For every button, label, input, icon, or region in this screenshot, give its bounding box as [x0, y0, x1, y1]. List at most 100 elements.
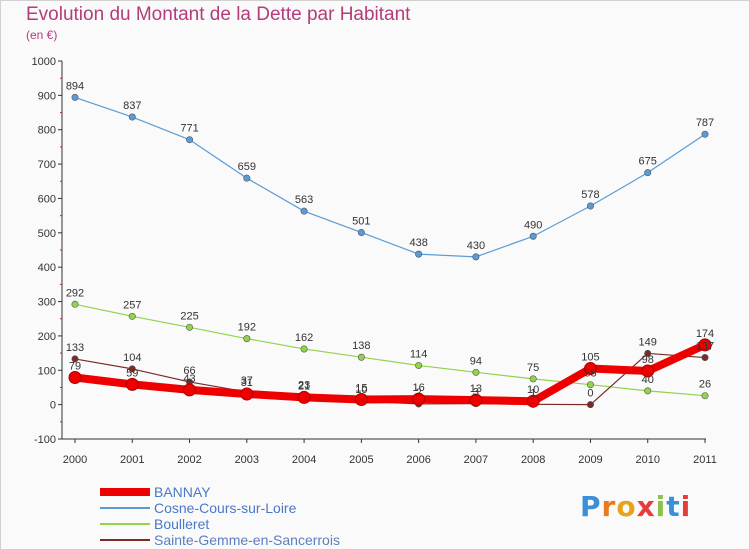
- data-label-boulleret: 94: [470, 355, 482, 367]
- chart-subtitle: (en €): [26, 28, 58, 42]
- data-label-boulleret: 225: [180, 310, 198, 322]
- data-point-bannay: [68, 370, 82, 384]
- data-label-sainte-gemme-en-sancerrois: 133: [66, 342, 84, 354]
- data-point-cosne-cours-sur-loire: [357, 228, 365, 236]
- data-point-bannay: [641, 364, 655, 378]
- y-tick-label: 100: [38, 365, 56, 377]
- data-label-cosne-cours-sur-loire: 675: [639, 156, 657, 168]
- legend-label-sainte-gemme-en-sancerrois: Sainte-Gemme-en-Sancerrois: [154, 532, 340, 548]
- data-label-sainte-gemme-en-sancerrois: 23: [298, 380, 310, 392]
- data-point-sainte-gemme-en-sancerrois: [128, 365, 136, 373]
- data-label-cosne-cours-sur-loire: 787: [696, 117, 714, 129]
- data-point-boulleret: [357, 353, 365, 361]
- data-point-sainte-gemme-en-sancerrois: [644, 349, 652, 357]
- series-line-boulleret: [74, 303, 706, 397]
- data-point-boulleret: [186, 323, 194, 331]
- y-tick-label: 900: [38, 90, 56, 102]
- data-point-bannay: [297, 390, 311, 404]
- data-point-cosne-cours-sur-loire: [701, 130, 709, 138]
- data-point-boulleret: [300, 345, 308, 353]
- series-boulleret: [71, 300, 709, 400]
- y-tick-label: 600: [38, 193, 56, 205]
- series-bannay: [68, 338, 712, 408]
- data-point-boulleret: [71, 300, 79, 308]
- chart-title: Evolution du Montant de la Dette par Hab…: [26, 4, 411, 25]
- x-tick-label: 2003: [235, 454, 259, 466]
- data-point-cosne-cours-sur-loire: [529, 232, 537, 240]
- data-label-cosne-cours-sur-loire: 894: [66, 80, 84, 92]
- x-tick-label: 2005: [349, 454, 373, 466]
- legend-label-bannay: BANNAY: [154, 484, 211, 500]
- data-label-bannay: 16: [413, 382, 425, 394]
- data-point-cosne-cours-sur-loire: [243, 174, 251, 182]
- data-point-boulleret: [472, 368, 480, 376]
- legend-swatch-boulleret: [100, 523, 150, 525]
- data-label-bannay: 21: [298, 380, 310, 392]
- data-point-bannay: [698, 338, 712, 352]
- data-point-bannay: [183, 383, 197, 397]
- data-point-bannay: [354, 392, 368, 406]
- series-line-bannay: [71, 340, 709, 406]
- series-cosne-cours-sur-loire: [71, 93, 709, 261]
- data-label-cosne-cours-sur-loire: 563: [295, 194, 313, 206]
- x-tick-label: 2007: [464, 454, 488, 466]
- proxiti-logo: Proxiti: [580, 490, 692, 523]
- legend-swatch-cosne-cours-sur-loire: [100, 507, 150, 509]
- data-label-sainte-gemme-en-sancerrois: 104: [123, 352, 141, 364]
- data-label-boulleret: 58: [584, 368, 596, 380]
- data-label-boulleret: 162: [295, 332, 313, 344]
- data-label-sainte-gemme-en-sancerrois: 149: [639, 336, 657, 348]
- y-tick-label: 300: [38, 297, 56, 309]
- data-label-bannay: 31: [241, 377, 253, 389]
- y-tick-label: 400: [38, 262, 56, 274]
- x-tick-label: 2008: [521, 454, 545, 466]
- data-point-cosne-cours-sur-loire: [128, 113, 136, 121]
- data-label-boulleret: 40: [642, 374, 654, 386]
- data-label-cosne-cours-sur-loire: 501: [352, 215, 370, 227]
- data-point-cosne-cours-sur-loire: [300, 207, 308, 215]
- legend-label-cosne-cours-sur-loire: Cosne-Cours-sur-Loire: [154, 500, 297, 516]
- data-point-bannay: [412, 392, 426, 406]
- y-tick-label: 700: [38, 159, 56, 171]
- data-label-cosne-cours-sur-loire: 430: [467, 240, 485, 252]
- legend-label-boulleret: Boulleret: [154, 516, 210, 532]
- series-line-cosne-cours-sur-loire: [74, 96, 706, 258]
- data-label-cosne-cours-sur-loire: 438: [409, 237, 427, 249]
- data-label-bannay: 10: [527, 384, 539, 396]
- data-label-sainte-gemme-en-sancerrois: 10: [355, 384, 367, 396]
- data-label-boulleret: 75: [527, 362, 539, 374]
- y-tick-label: 200: [38, 331, 56, 343]
- data-label-cosne-cours-sur-loire: 771: [180, 123, 198, 135]
- x-tick-label: 2006: [406, 454, 430, 466]
- data-label-sainte-gemme-en-sancerrois: 66: [183, 365, 195, 377]
- data-label-boulleret: 114: [410, 348, 428, 360]
- legend-swatch-bannay: [100, 488, 150, 496]
- data-point-cosne-cours-sur-loire: [415, 250, 423, 258]
- data-point-cosne-cours-sur-loire: [186, 136, 194, 144]
- data-point-cosne-cours-sur-loire: [644, 169, 652, 177]
- data-point-sainte-gemme-en-sancerrois: [701, 354, 709, 362]
- data-label-boulleret: 138: [352, 340, 370, 352]
- data-label-bannay: 98: [642, 354, 654, 366]
- data-label-sainte-gemme-en-sancerrois: 37: [241, 375, 253, 387]
- data-label-sainte-gemme-en-sancerrois: 1: [530, 387, 536, 399]
- y-tick-label: 0: [50, 400, 56, 412]
- data-point-boulleret: [243, 335, 251, 343]
- data-point-bannay: [469, 393, 483, 407]
- data-label-boulleret: 292: [66, 287, 84, 299]
- legend-swatch-sainte-gemme-en-sancerrois: [100, 539, 150, 541]
- data-label-bannay: 43: [183, 373, 195, 385]
- data-label-cosne-cours-sur-loire: 578: [581, 189, 599, 201]
- data-label-cosne-cours-sur-loire: 659: [238, 161, 256, 173]
- x-tick-label: 2000: [63, 454, 87, 466]
- x-tick-label: 2011: [693, 454, 717, 466]
- data-label-sainte-gemme-en-sancerrois: 2: [416, 387, 422, 399]
- x-tick-label: 2004: [292, 454, 316, 466]
- x-tick-label: 2001: [120, 454, 144, 466]
- data-point-boulleret: [128, 312, 136, 320]
- data-point-boulleret: [701, 392, 709, 400]
- data-label-boulleret: 192: [238, 322, 256, 334]
- data-point-bannay: [125, 377, 139, 391]
